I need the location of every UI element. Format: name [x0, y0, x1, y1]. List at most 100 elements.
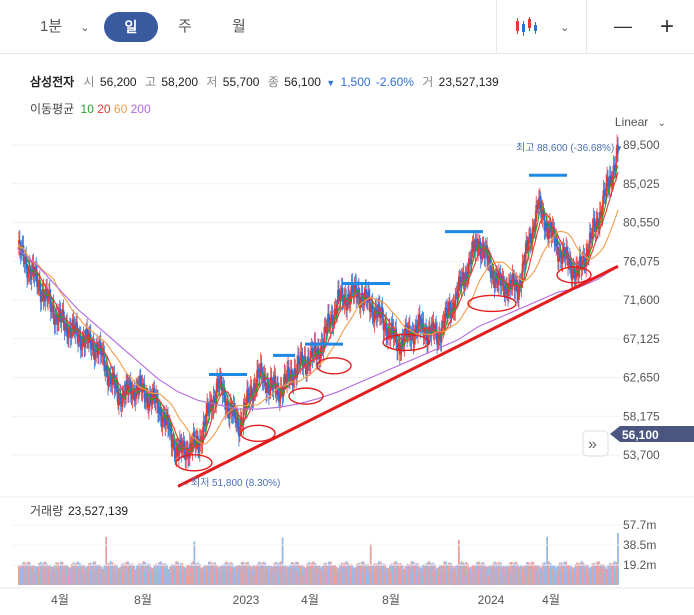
- candle-body: [90, 348, 93, 350]
- interval-selector[interactable]: 1분 ⌄: [40, 0, 90, 53]
- volume-bar: [585, 564, 588, 585]
- open-label: 시: [83, 75, 95, 89]
- volume-bar: [57, 562, 59, 585]
- candle-body: [350, 283, 353, 293]
- close-label: 종: [267, 75, 279, 89]
- candle-body: [594, 226, 597, 232]
- volume-bar: [464, 566, 467, 585]
- volume-bar: [578, 563, 580, 585]
- volume-bar: [223, 563, 226, 585]
- candle-body: [452, 303, 455, 313]
- candle-body: [558, 249, 561, 257]
- volume-bar: [598, 561, 600, 585]
- volume-bar: [173, 564, 176, 585]
- candle-body: [402, 339, 405, 347]
- volume-bar: [504, 566, 507, 585]
- volume-bar: [126, 569, 128, 585]
- candle-body: [84, 336, 87, 348]
- expand-right-button[interactable]: »: [582, 430, 609, 457]
- chevron-down-icon: ⌄: [560, 22, 570, 34]
- candle-body: [445, 307, 448, 309]
- candle-body: [100, 354, 103, 357]
- volume-bar: [288, 566, 290, 585]
- candle-body: [269, 376, 272, 389]
- volume-bar: [538, 566, 541, 585]
- candle-body: [413, 336, 416, 345]
- volume-bar: [539, 567, 542, 585]
- volume-bar: [78, 562, 81, 585]
- candle-body: [296, 363, 298, 378]
- volume-bar: [342, 563, 345, 585]
- candle-body: [430, 323, 433, 337]
- candle-body: [247, 389, 249, 393]
- volume-bar: [301, 565, 304, 585]
- candle-body: [571, 271, 574, 280]
- volume-bar: [471, 565, 474, 585]
- volume-bar: [423, 563, 426, 585]
- tab-week[interactable]: 주: [178, 18, 192, 35]
- volume-bar: [157, 565, 159, 585]
- candle-body: [127, 384, 129, 394]
- volume-bar: [231, 563, 234, 585]
- candle-body: [450, 307, 453, 319]
- volume-panel-value: 23,527,139: [68, 504, 128, 518]
- volume-bar: [184, 567, 187, 585]
- tab-month[interactable]: 월: [232, 18, 246, 35]
- candle-body: [86, 328, 88, 339]
- candle-body: [210, 399, 213, 411]
- volume-bar: [127, 561, 129, 585]
- candle-body: [109, 372, 112, 385]
- volume-bar: [332, 564, 335, 585]
- chart-type-selector[interactable]: ⌄: [514, 0, 569, 53]
- volume-bar: [500, 567, 503, 585]
- candle-body: [390, 322, 393, 335]
- volume-bar: [265, 567, 268, 585]
- double-chevron-right-icon: »: [588, 436, 597, 453]
- volume-bar: [510, 561, 513, 585]
- candle-body: [289, 369, 292, 380]
- volume-bar: [567, 564, 569, 585]
- volume-bar: [275, 561, 278, 585]
- volume-bar: [289, 569, 292, 585]
- candle-body: [265, 389, 268, 393]
- candle-body: [568, 263, 570, 266]
- candle-body: [572, 267, 575, 272]
- candle-body: [220, 376, 223, 391]
- volume-bar: [114, 563, 117, 585]
- tab-day[interactable]: 일: [104, 12, 158, 42]
- volume-bar: [388, 570, 390, 585]
- volume-bar: [488, 565, 491, 585]
- volume-bar: [162, 563, 165, 585]
- volume-bar: [544, 566, 547, 585]
- candle-body: [539, 196, 542, 211]
- candle-body: [558, 256, 560, 262]
- volume-bar: [80, 567, 83, 585]
- volume-bar: [128, 563, 131, 585]
- zoom-out-button[interactable]: —: [614, 16, 632, 36]
- zoom-in-button[interactable]: +: [660, 13, 675, 40]
- volume-bar: [198, 564, 201, 585]
- volume-bar: [358, 565, 361, 585]
- candle-body: [51, 304, 54, 308]
- moving-average-legend[interactable]: 이동평균 10 20 60 200: [30, 100, 151, 117]
- candle-body: [570, 269, 573, 280]
- candle-body: [98, 341, 101, 344]
- candle-body: [493, 279, 496, 289]
- volume-bar: [144, 561, 147, 585]
- volume-bar: [194, 562, 197, 585]
- candle-body: [434, 323, 437, 333]
- candle-body: [460, 277, 463, 288]
- scale-mode-label: Linear: [614, 115, 649, 129]
- candle-body: [518, 280, 521, 287]
- volume-bar: [569, 564, 572, 585]
- volume-bar: [609, 568, 612, 585]
- volume-bar: [268, 566, 271, 585]
- volume-bar: [146, 565, 148, 585]
- candle-body: [598, 226, 600, 230]
- candle-body: [418, 314, 421, 326]
- volume-bar: [29, 567, 32, 585]
- volume-bar: [373, 563, 376, 585]
- candle-body: [94, 352, 97, 360]
- scale-mode-selector[interactable]: Linear ⌄: [615, 115, 666, 129]
